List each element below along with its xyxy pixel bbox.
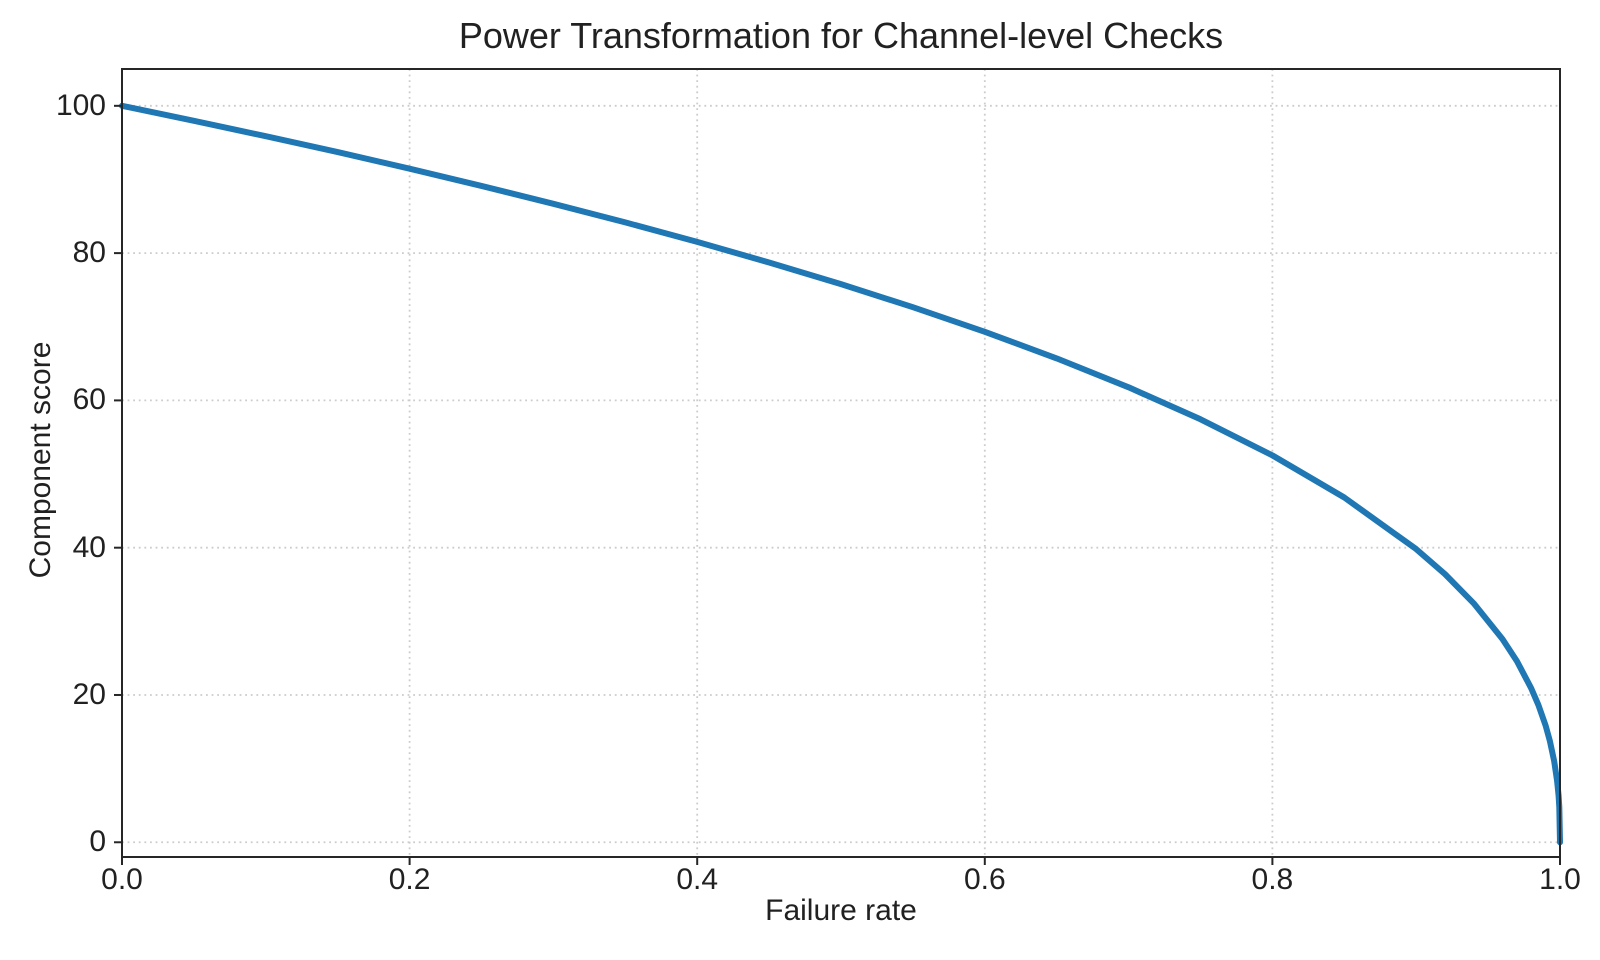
- x-tick-label: 0.4: [676, 863, 719, 896]
- plot-border: [121, 68, 1561, 858]
- y-tick-label: 40: [72, 530, 106, 564]
- y-tick-label: 100: [55, 88, 106, 122]
- x-tick-label: 0.6: [963, 863, 1006, 896]
- x-axis-label: Failure rate: [765, 894, 917, 927]
- y-tick-label: 60: [72, 383, 106, 417]
- x-tick-label: 0.2: [388, 863, 431, 896]
- x-tick-label: 0.8: [1251, 863, 1294, 896]
- y-tick-label: 80: [72, 236, 106, 270]
- chart-title: Power Transformation for Channel-level C…: [458, 15, 1224, 56]
- x-tick-label: 1.0: [1539, 863, 1581, 896]
- y-tick-label: 20: [72, 677, 106, 711]
- y-tick-label: 0: [89, 825, 106, 859]
- x-tick-label: 0.0: [101, 863, 143, 896]
- line-component-score-curve: [119, 102, 1563, 846]
